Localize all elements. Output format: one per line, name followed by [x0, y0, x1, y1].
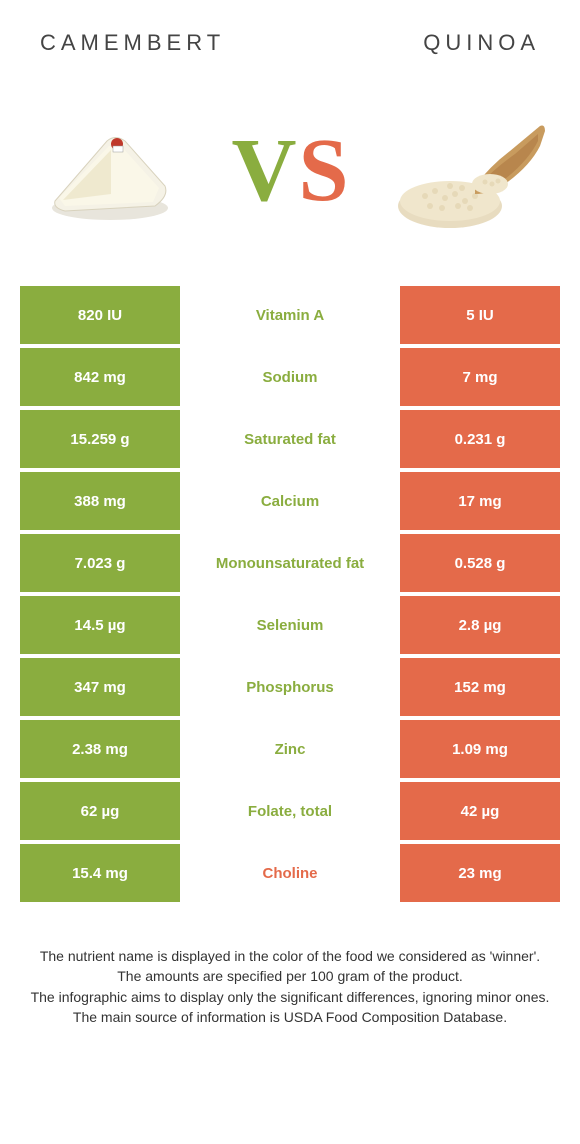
nutrient-name: Monounsaturated fat — [180, 534, 400, 592]
nutrient-name: Selenium — [180, 596, 400, 654]
food-left-image — [30, 101, 190, 241]
food-left-title: CAMEMBERT — [40, 30, 225, 56]
right-value: 0.528 g — [400, 534, 560, 592]
right-value: 1.09 mg — [400, 720, 560, 778]
nutrient-name: Sodium — [180, 348, 400, 406]
left-value: 842 mg — [20, 348, 180, 406]
left-value: 15.4 mg — [20, 844, 180, 902]
table-row: 14.5 µgSelenium2.8 µg — [20, 596, 560, 654]
nutrition-table: 820 IUVitamin A5 IU842 mgSodium7 mg15.25… — [20, 286, 560, 902]
table-row: 15.259 gSaturated fat0.231 g — [20, 410, 560, 468]
table-row: 820 IUVitamin A5 IU — [20, 286, 560, 344]
footer-line: The nutrient name is displayed in the co… — [30, 946, 550, 966]
vs-s-letter: S — [298, 126, 348, 216]
food-right-title: QUINOA — [423, 30, 540, 56]
footer-line: The infographic aims to display only the… — [30, 987, 550, 1007]
footer-line: The main source of information is USDA F… — [30, 1007, 550, 1027]
vs-v-letter: V — [231, 126, 296, 216]
right-value: 42 µg — [400, 782, 560, 840]
table-row: 62 µgFolate, total42 µg — [20, 782, 560, 840]
left-value: 15.259 g — [20, 410, 180, 468]
right-value: 0.231 g — [400, 410, 560, 468]
table-row: 7.023 gMonounsaturated fat0.528 g — [20, 534, 560, 592]
footer-line: The amounts are specified per 100 gram o… — [30, 966, 550, 986]
vs-label: V S — [231, 126, 348, 216]
nutrient-name: Phosphorus — [180, 658, 400, 716]
left-value: 388 mg — [20, 472, 180, 530]
nutrient-name: Calcium — [180, 472, 400, 530]
nutrient-name: Saturated fat — [180, 410, 400, 468]
table-row: 2.38 mgZinc1.09 mg — [20, 720, 560, 778]
right-value: 5 IU — [400, 286, 560, 344]
table-row: 15.4 mgCholine23 mg — [20, 844, 560, 902]
nutrient-name: Choline — [180, 844, 400, 902]
table-row: 842 mgSodium7 mg — [20, 348, 560, 406]
left-value: 347 mg — [20, 658, 180, 716]
nutrient-name: Folate, total — [180, 782, 400, 840]
left-value: 62 µg — [20, 782, 180, 840]
footer-notes: The nutrient name is displayed in the co… — [0, 906, 580, 1027]
left-value: 7.023 g — [20, 534, 180, 592]
right-value: 17 mg — [400, 472, 560, 530]
right-value: 7 mg — [400, 348, 560, 406]
left-value: 14.5 µg — [20, 596, 180, 654]
table-row: 347 mgPhosphorus152 mg — [20, 658, 560, 716]
right-value: 2.8 µg — [400, 596, 560, 654]
left-value: 2.38 mg — [20, 720, 180, 778]
left-value: 820 IU — [20, 286, 180, 344]
right-value: 23 mg — [400, 844, 560, 902]
right-value: 152 mg — [400, 658, 560, 716]
food-right-image — [390, 101, 550, 241]
nutrient-name: Vitamin A — [180, 286, 400, 344]
table-row: 388 mgCalcium17 mg — [20, 472, 560, 530]
nutrient-name: Zinc — [180, 720, 400, 778]
